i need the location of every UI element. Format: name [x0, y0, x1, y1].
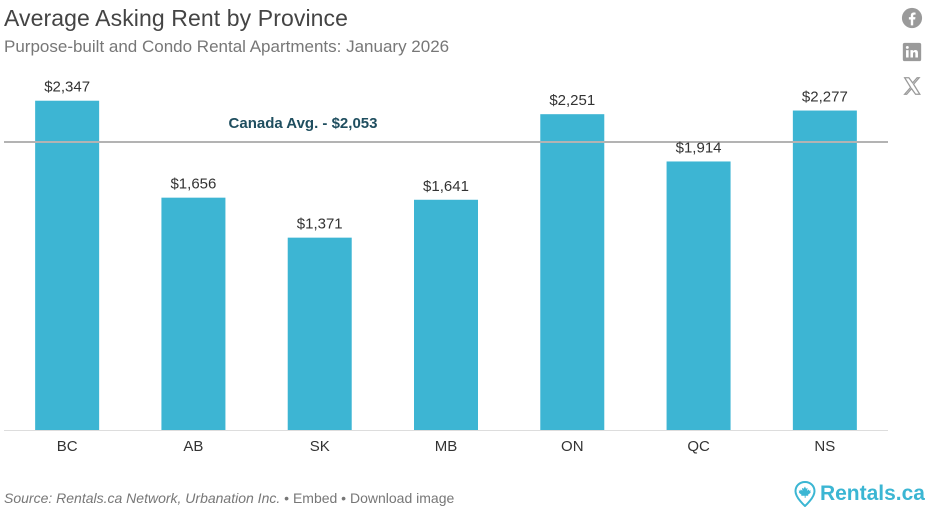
chart-title: Average Asking Rent by Province: [4, 5, 349, 31]
bar-on[interactable]: [540, 114, 605, 431]
data-label-qc: $1,914: [676, 139, 722, 156]
x-tick-label-bc: BC: [57, 438, 78, 455]
x-tick-label-mb: MB: [435, 438, 458, 455]
chart-subtitle: Purpose-built and Condo Rental Apartment…: [4, 37, 450, 56]
data-label-ns: $2,277: [802, 89, 848, 106]
x-tick-label-ns: NS: [814, 438, 835, 455]
separator: •: [280, 490, 293, 506]
embed-link[interactable]: Embed: [292, 490, 338, 506]
rentals-ca-logo[interactable]: Rentals.ca: [794, 481, 925, 507]
chart-footer: Source: Rentals.ca Network, Urbanation I…: [4, 490, 454, 506]
data-label-on: $2,251: [549, 92, 595, 109]
canada-average-label: Canada Avg. - $2,053: [229, 115, 378, 132]
bar-qc[interactable]: [666, 161, 731, 430]
source-text: Source: Rentals.ca Network, Urbanation I…: [4, 490, 281, 506]
x-icon: [903, 77, 921, 95]
bar-bc[interactable]: [35, 100, 100, 430]
data-label-bc: $2,347: [44, 79, 90, 96]
bar-ab[interactable]: [161, 197, 226, 430]
facebook-icon: [901, 7, 923, 29]
x-share-button[interactable]: [900, 74, 924, 98]
bar-ns[interactable]: [792, 110, 857, 431]
x-tick-label-ab: AB: [183, 438, 203, 455]
x-tick-label-on: ON: [561, 438, 584, 455]
data-label-mb: $1,641: [423, 178, 469, 195]
linkedin-share-button[interactable]: [900, 40, 924, 64]
x-tick-label-sk: SK: [310, 438, 330, 455]
map-pin-maple-leaf-icon: [794, 481, 816, 507]
brand-name: Rentals.ca: [819, 482, 925, 505]
x-tick-label-qc: QC: [687, 438, 710, 455]
bar-sk[interactable]: [287, 237, 352, 430]
facebook-share-button[interactable]: [900, 6, 924, 30]
separator: •: [337, 490, 350, 506]
data-label-sk: $1,371: [297, 216, 343, 233]
download-image-link[interactable]: Download image: [349, 490, 455, 506]
bar-chart: Canada Avg. - $2,053 $2,347 BC $1,656 AB $1,…: [4, 79, 888, 455]
bar-mb[interactable]: [414, 199, 478, 430]
linkedin-icon: [902, 42, 922, 62]
data-label-ab: $1,656: [170, 176, 216, 193]
